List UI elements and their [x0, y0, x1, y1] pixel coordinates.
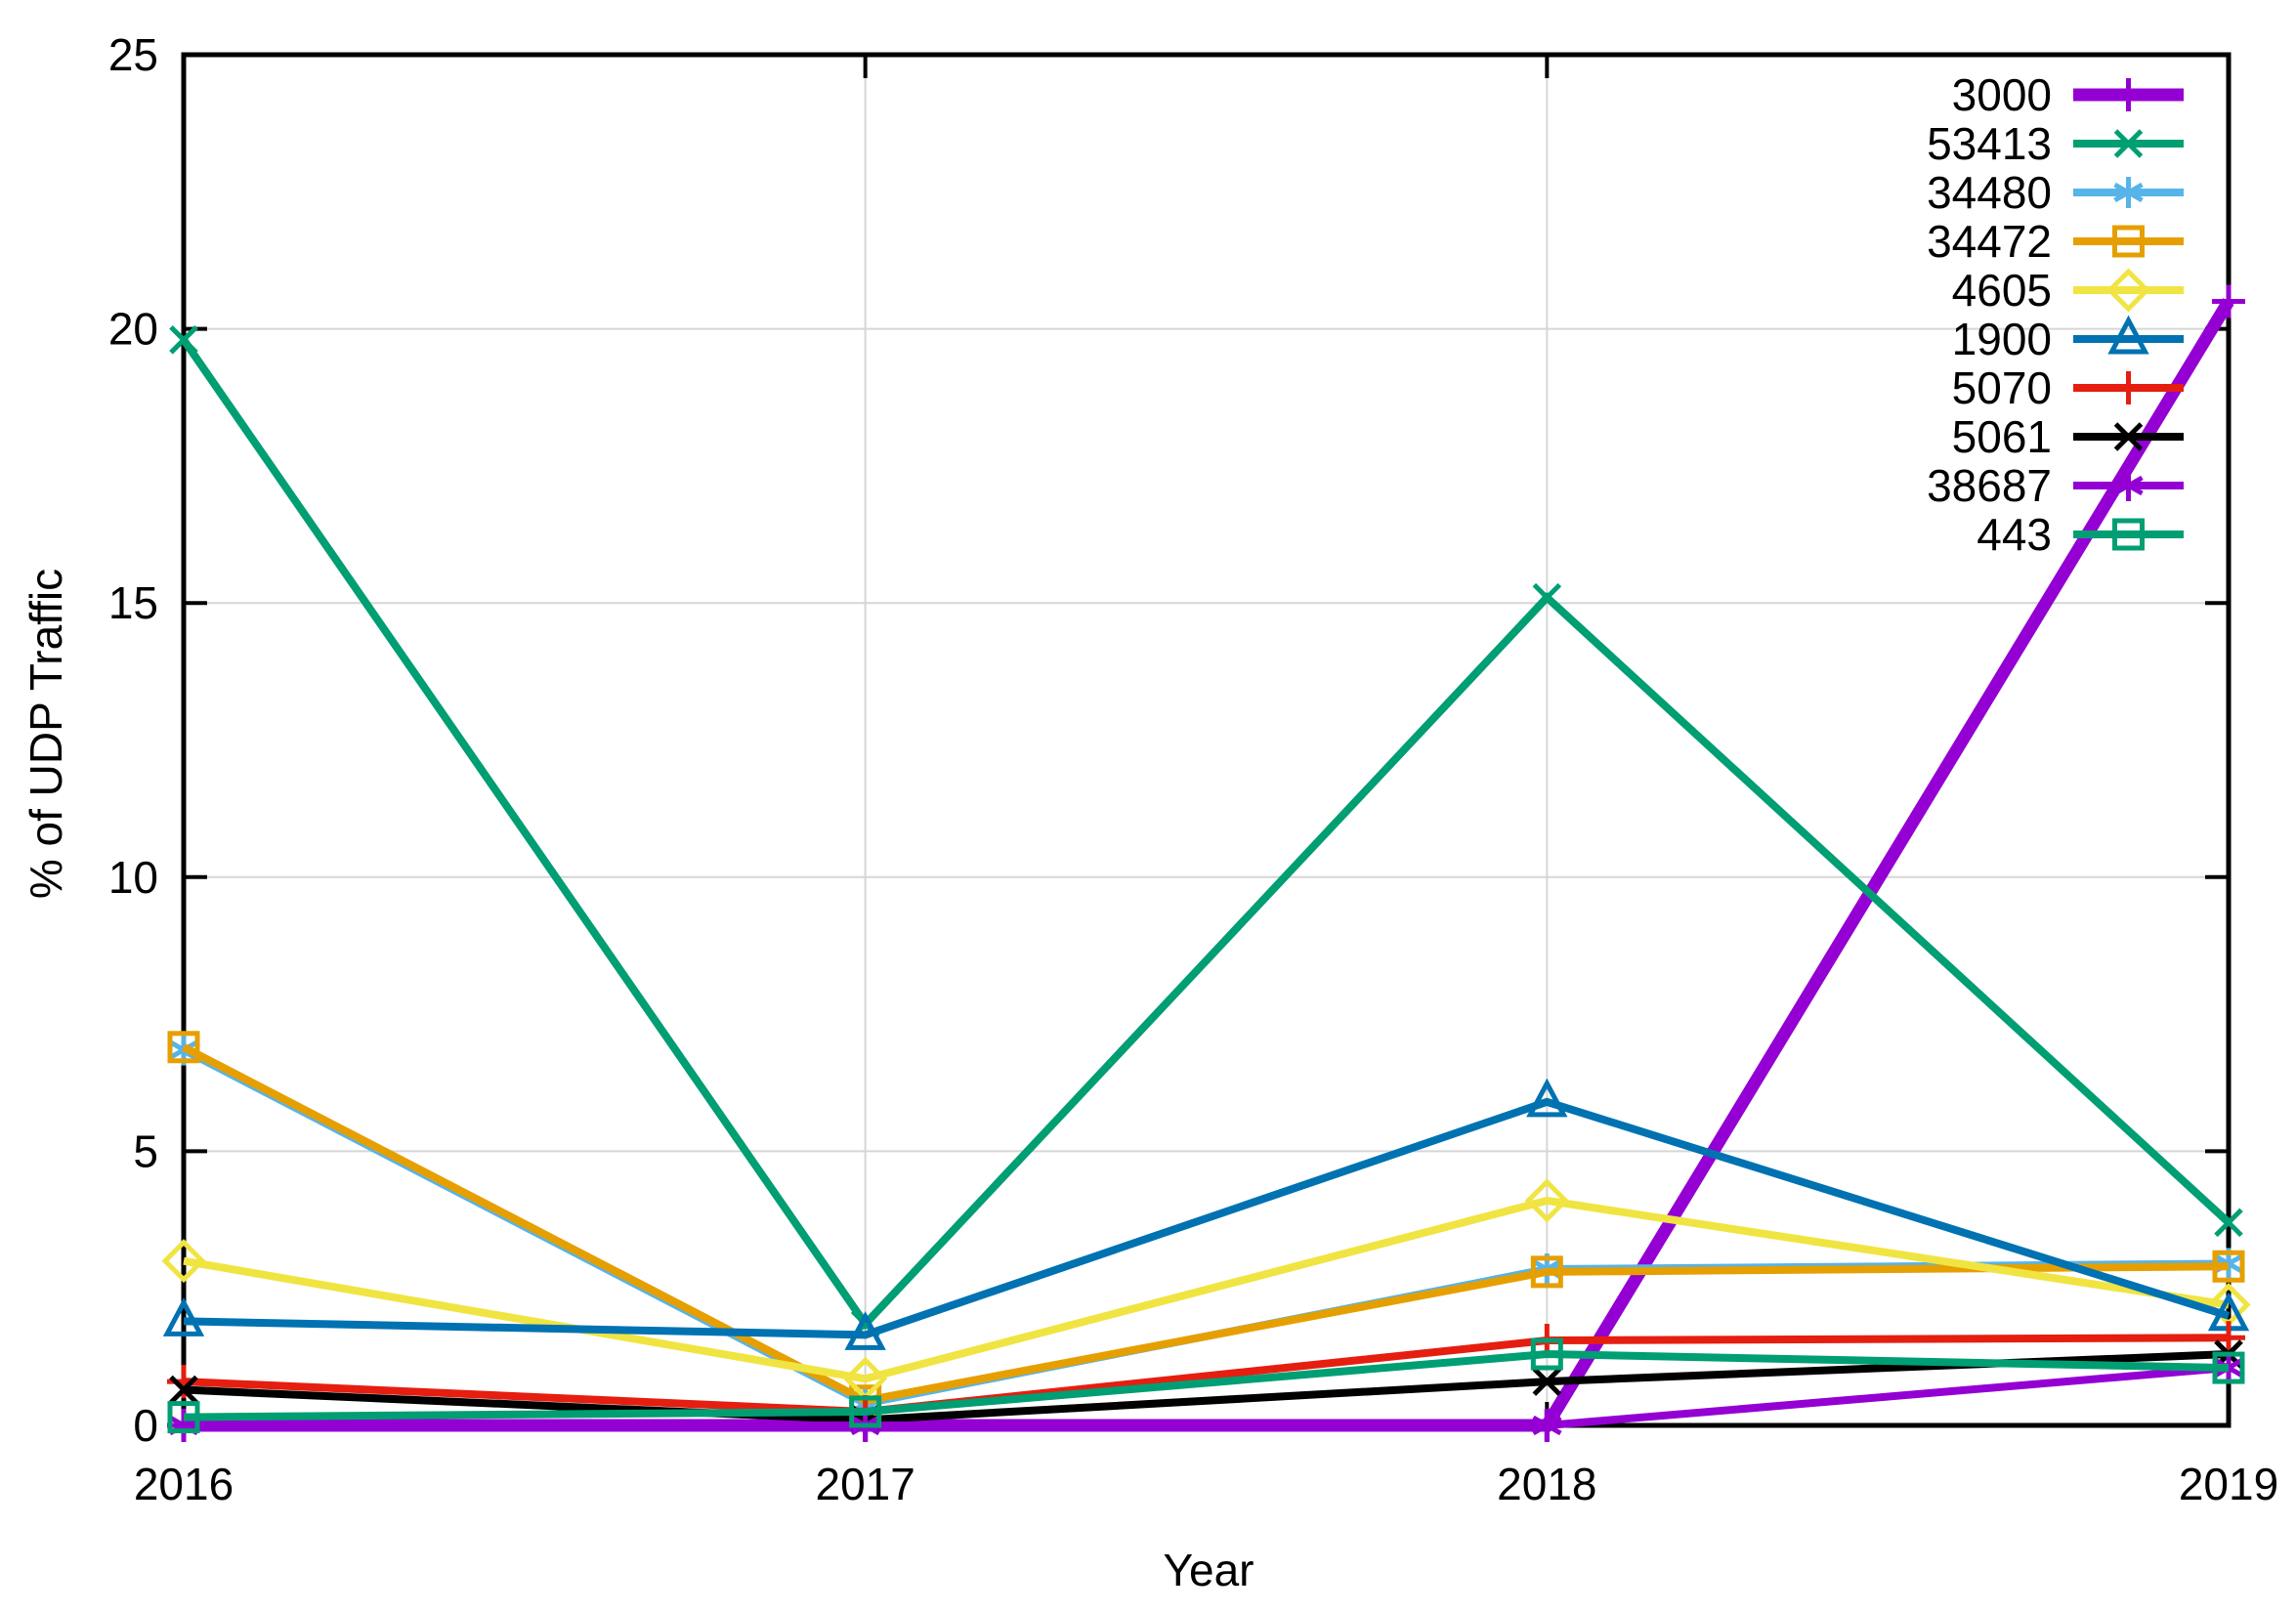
series-line-38687 [184, 1364, 2230, 1429]
legend-sample-marker [2111, 371, 2146, 404]
series-marker-1900 [844, 1311, 886, 1350]
series-line-1900 [183, 1097, 2231, 1339]
series-marker-443 [849, 1395, 882, 1428]
series-line-4605 [183, 1196, 2230, 1383]
x-axis-title: Year [1163, 1545, 1254, 1595]
legend-label: 34480 [1927, 167, 2052, 218]
legend-sample-marker [2112, 518, 2145, 551]
legend-label: 53413 [1927, 118, 2052, 169]
series-marker-38687 [1532, 1410, 1562, 1441]
x-tick-label: 2018 [1497, 1459, 1596, 1509]
x-tick-label: 2017 [815, 1459, 914, 1509]
legend-label: 443 [1977, 509, 2052, 560]
legend-row-5070: 5070 [1952, 362, 2184, 413]
series-marker-5070 [2212, 1321, 2245, 1355]
series-marker-443 [167, 1401, 200, 1434]
legend-sample-marker [2113, 177, 2144, 208]
legend-label: 5070 [1952, 362, 2052, 413]
series-marker-443 [1530, 1337, 1563, 1371]
series-marker-5061 [169, 1375, 198, 1405]
series-marker-1900 [162, 1297, 205, 1336]
y-tick-label: 20 [108, 304, 158, 355]
legend-sample-marker [2112, 225, 2145, 258]
x-tick-label: 2016 [134, 1459, 234, 1509]
gridlines [184, 55, 2229, 1425]
x-tick-label: 2019 [2179, 1459, 2278, 1509]
legend: 3000534133448034472460519005070506138687… [1927, 69, 2184, 560]
legend-label: 34472 [1927, 216, 2052, 267]
legend-label: 3000 [1952, 69, 2052, 120]
series-group [161, 284, 2251, 1442]
series-marker-53413 [169, 325, 198, 355]
y-tick-label: 15 [108, 577, 158, 628]
y-axis-title: % of UDP Traffic [21, 568, 71, 900]
series-marker-3000 [2212, 284, 2245, 318]
series-marker-34472 [1530, 1255, 1563, 1289]
y-tick-label: 5 [133, 1125, 158, 1176]
tick-labels: 0 5 10 15 20 25 2016 2017 2018 2019 [108, 29, 2278, 1509]
series-marker-443 [2212, 1351, 2245, 1384]
series-line-34472 [182, 1043, 2230, 1405]
legend-row-1900: 1900 [1952, 314, 2184, 364]
series-marker-4605 [1524, 1178, 1569, 1223]
legend-row-4605: 4605 [1952, 265, 2184, 316]
series-443 [167, 1337, 2245, 1434]
series-marker-5061 [1532, 1367, 1562, 1396]
series-line-5070 [183, 1334, 2230, 1416]
legend-label: 4605 [1952, 265, 2052, 316]
series-line-5061 [183, 1350, 2230, 1424]
legend-sample-marker [2113, 129, 2144, 158]
legend-row-5061: 5061 [1952, 411, 2184, 462]
series-marker-34472 [2212, 1250, 2245, 1283]
legend-sample-marker [2107, 315, 2149, 355]
series-marker-34472 [167, 1031, 200, 1064]
series-marker-4605 [161, 1239, 206, 1284]
legend-row-38687: 38687 [1927, 460, 2184, 511]
y-tick-label: 0 [133, 1400, 158, 1451]
legend-row-443: 443 [1977, 509, 2184, 560]
legend-sample-marker [2113, 422, 2144, 451]
legend-row-34472: 34472 [1927, 216, 2184, 267]
legend-label: 5061 [1952, 411, 2052, 462]
legend-row-34480: 34480 [1927, 167, 2184, 218]
series-line-53413 [180, 337, 2232, 1331]
series-5061 [169, 1339, 2243, 1435]
legend-sample-marker [2105, 268, 2151, 313]
legend-label: 38687 [1927, 460, 2052, 511]
legend-label: 1900 [1952, 314, 2052, 364]
y-tick-label: 25 [108, 29, 158, 80]
series-marker-53413 [2214, 1208, 2243, 1238]
series-marker-1900 [1526, 1078, 1568, 1118]
y-tick-label: 10 [108, 852, 158, 903]
legend-row-53413: 53413 [1927, 118, 2184, 169]
legend-sample-marker [2113, 470, 2144, 501]
series-marker-53413 [1532, 582, 1562, 613]
legend-row-3000: 3000 [1952, 69, 2184, 120]
series-line-34480 [182, 1046, 2230, 1408]
legend-sample-marker [2111, 78, 2146, 111]
series-line-443 [183, 1350, 2230, 1421]
